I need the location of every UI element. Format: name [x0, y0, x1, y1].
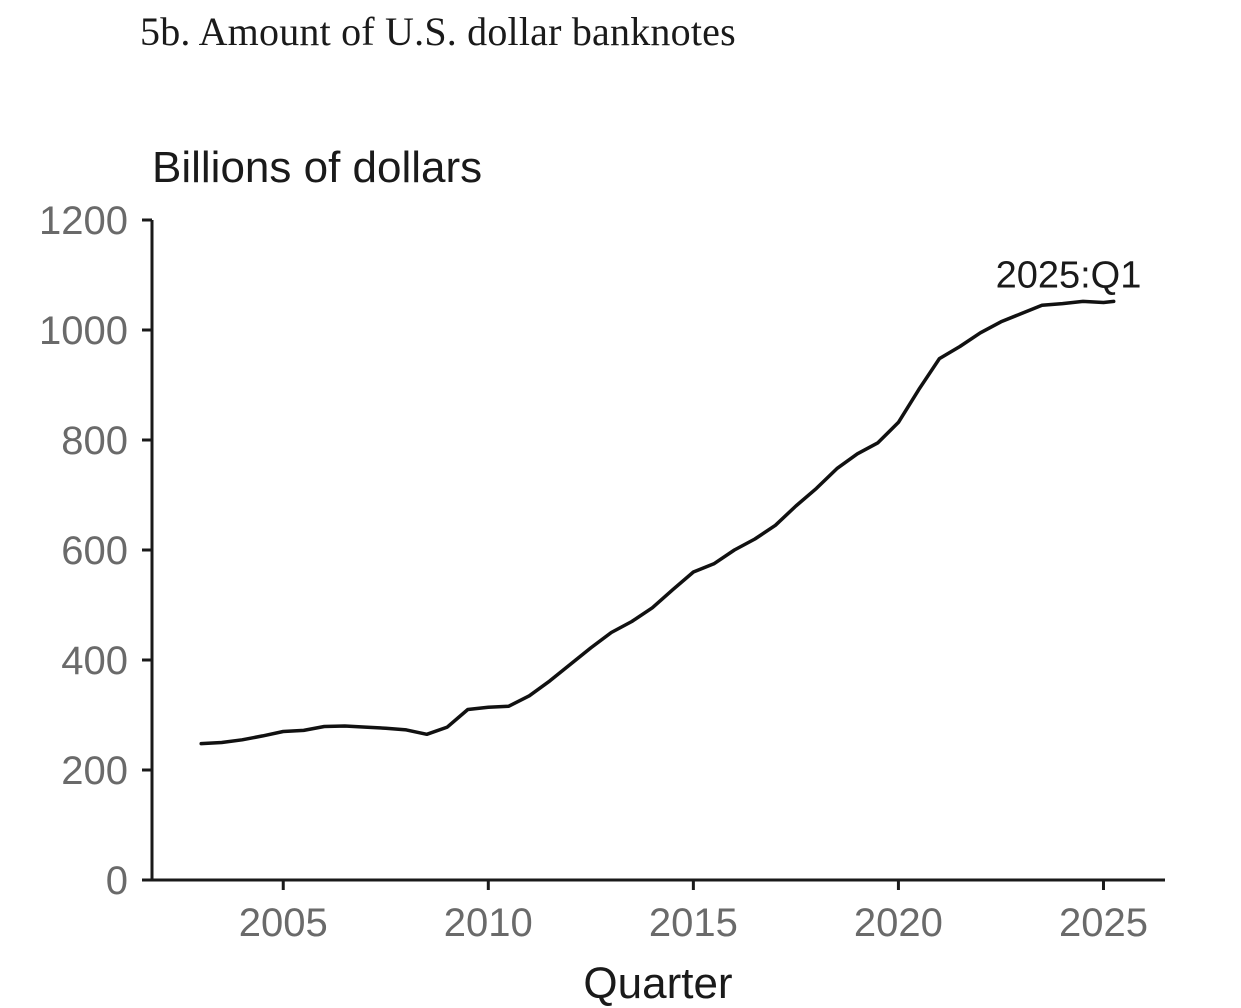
- y-tick-label: 800: [61, 419, 128, 463]
- y-tick-label: 1000: [39, 309, 128, 353]
- y-tick-label: 200: [61, 749, 128, 793]
- x-axis: 2005 2010 2015 2020 2025: [150, 878, 1165, 945]
- x-tick-label: 2015: [649, 901, 738, 945]
- series-line: [199, 299, 1116, 746]
- x-tick-label: 2010: [444, 901, 533, 945]
- y-ticks: 0 200 400 600 800 1000 1200: [39, 199, 152, 903]
- x-ticks: 2005 2010 2015 2020 2025: [239, 880, 1148, 945]
- series-group: [199, 299, 1116, 746]
- y-tick-label: 400: [61, 639, 128, 683]
- y-tick-label: 0: [106, 859, 128, 903]
- x-tick-label: 2005: [239, 901, 328, 945]
- units-label: Billions of dollars: [152, 143, 482, 192]
- series-end-annotation: 2025:Q1: [996, 254, 1142, 296]
- y-tick-label: 1200: [39, 199, 128, 243]
- x-tick-label: 2020: [854, 901, 943, 945]
- x-axis-title: Quarter: [583, 959, 732, 1008]
- y-axis: 0 200 400 600 800 1000 1200: [39, 199, 154, 903]
- x-tick-label: 2025: [1059, 901, 1148, 945]
- page-title: 5b. Amount of U.S. dollar banknotes: [140, 9, 736, 54]
- y-tick-label: 600: [61, 529, 128, 573]
